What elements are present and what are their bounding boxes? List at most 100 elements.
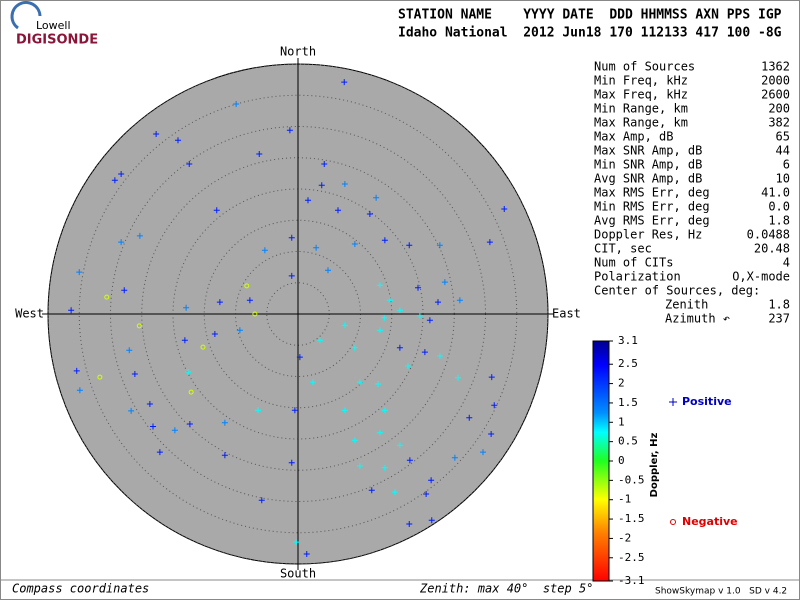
stat-value: 65 — [776, 130, 790, 144]
source-positive — [351, 437, 358, 444]
colorbar-tick-label: -2.5 — [618, 551, 645, 564]
source-positive — [293, 539, 300, 546]
source-positive — [221, 452, 228, 459]
colorbar-tick-label: -1.5 — [618, 512, 645, 525]
colorbar-tick-label: 2.5 — [618, 357, 638, 370]
stat-value: 2600 — [761, 88, 790, 102]
stat-label: Max RMS Err, deg — [594, 186, 710, 200]
colorbar-tick-label: 3.1 — [618, 334, 638, 347]
source-positive — [181, 337, 188, 344]
source-positive — [233, 101, 240, 107]
source-positive — [76, 387, 83, 394]
legend-label: Positive — [682, 395, 732, 408]
stat-label: Max Freq, kHz — [594, 88, 688, 102]
colorbar-tick-label: 1 — [618, 415, 625, 428]
source-positive — [136, 232, 143, 239]
stat-label: Min SNR Amp, dB — [594, 158, 702, 172]
source-positive — [366, 211, 373, 217]
stat-label: Avg SNR Amp, dB — [594, 172, 702, 186]
dir-south: South — [280, 567, 316, 581]
source-positive — [456, 297, 463, 304]
stat-value: 200 — [768, 102, 790, 116]
source-positive — [236, 327, 243, 334]
source-positive — [111, 177, 118, 184]
source-positive — [261, 247, 268, 254]
source-positive — [428, 517, 435, 524]
source-positive — [335, 207, 341, 214]
stat-label: Doppler Res, Hz — [594, 228, 702, 242]
stat-label: Min RMS Err, deg — [594, 200, 710, 214]
source-positive — [211, 331, 218, 337]
legend-marker — [669, 398, 677, 406]
colorbar-tick-label: -1 — [618, 493, 631, 506]
header-columns: STATION NAME YYYY DATE DDD HHMMSS AXN PP… — [398, 8, 782, 23]
source-positive — [256, 151, 263, 157]
source-positive — [288, 272, 295, 279]
stat-label: Center of Sources, deg: — [594, 284, 760, 298]
logo-arc — [10, 1, 42, 30]
source-positive — [313, 244, 320, 251]
source-positive — [480, 449, 486, 456]
source-negative — [252, 311, 258, 317]
source-positive — [150, 423, 156, 430]
source-positive — [396, 344, 403, 351]
source-positive — [455, 374, 461, 381]
source-positive — [316, 337, 323, 344]
stat-label: CIT, sec — [594, 242, 652, 256]
stat-value: 4 — [783, 256, 790, 270]
source-positive — [356, 462, 363, 469]
source-positive — [286, 127, 293, 134]
stat-label: Num of CITs — [594, 256, 673, 270]
stat-value: 44 — [776, 144, 790, 158]
source-positive — [310, 379, 316, 386]
source-positive — [351, 241, 358, 247]
source-positive — [375, 381, 381, 387]
stat-label: Max Amp, dB — [594, 130, 673, 144]
legend-label: Negative — [682, 515, 738, 528]
stat-label: Max SNR Amp, dB — [594, 144, 702, 158]
source-positive — [373, 194, 380, 201]
dir-east: East — [552, 307, 581, 321]
source-positive — [341, 322, 348, 329]
source-positive — [415, 284, 421, 291]
source-positive — [175, 137, 181, 144]
source-positive — [156, 449, 163, 456]
source-positive — [128, 407, 135, 414]
colorbar-tick-label: 1.5 — [618, 396, 638, 409]
source-positive — [131, 371, 138, 377]
source-positive — [381, 314, 388, 321]
stat-label: Min Range, km — [594, 102, 688, 116]
header-values: Idaho National 2012 Jun18 170 112133 417… — [398, 26, 782, 41]
stat-value: 2000 — [761, 74, 790, 88]
stat-value: 41.0 — [761, 186, 790, 200]
source-positive — [118, 239, 125, 246]
stat-value: 0.0488 — [747, 228, 790, 242]
source-negative — [97, 374, 103, 380]
source-positive — [126, 347, 133, 354]
stat-value: 0.0 — [768, 200, 790, 214]
colorbar — [592, 340, 610, 582]
stat-value: 1362 — [761, 60, 790, 74]
source-positive — [291, 407, 298, 414]
stat-label: Max Range, km — [594, 116, 688, 130]
stat-value: 20.48 — [754, 242, 790, 256]
source-positive — [258, 497, 265, 504]
source-positive — [121, 287, 128, 294]
logo-line1: Lowell — [36, 19, 71, 32]
source-positive — [118, 171, 125, 177]
source-positive — [376, 429, 383, 436]
source-positive — [341, 181, 348, 187]
source-positive — [436, 242, 443, 249]
dir-north: North — [280, 45, 316, 59]
stat-label: Avg RMS Err, deg — [594, 214, 710, 228]
source-positive — [68, 307, 75, 314]
source-positive — [185, 369, 191, 376]
colorbar-tick-label: 0 — [618, 454, 625, 467]
source-positive — [341, 79, 348, 86]
source-positive — [303, 551, 310, 557]
source-positive — [466, 414, 473, 421]
stat-value: O,X-mode — [732, 270, 790, 284]
source-positive — [288, 234, 295, 241]
source-positive — [213, 207, 220, 214]
